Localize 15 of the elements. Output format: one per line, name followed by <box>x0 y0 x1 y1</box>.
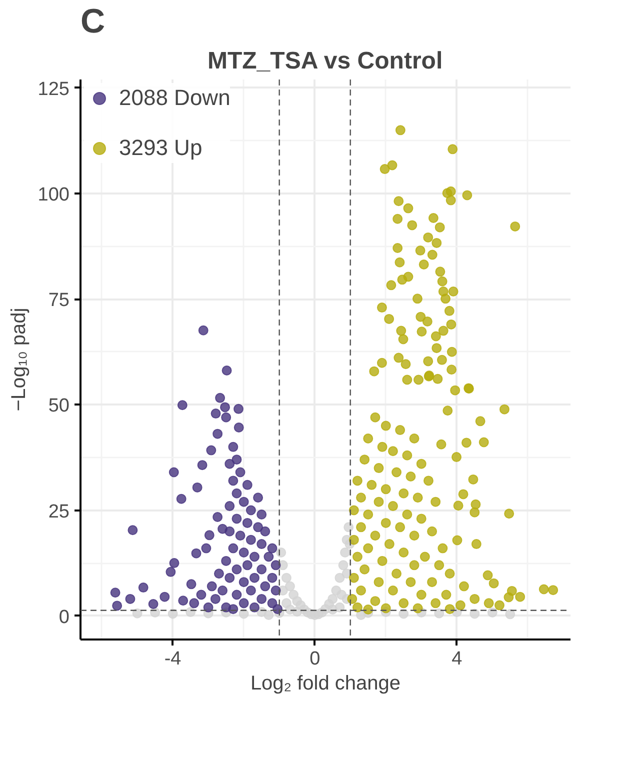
y-tick-label: 50 <box>48 396 70 417</box>
legend-label: 2088 Down <box>119 85 230 111</box>
x-tick-label: -4 <box>164 648 182 670</box>
y-tick-label: 0 <box>58 606 70 628</box>
x-tick-label: 0 <box>310 648 320 670</box>
y-tick-label: 75 <box>48 290 70 312</box>
y-tick-label: 100 <box>38 184 70 206</box>
x-axis-title: Log₂ fold change <box>250 672 401 694</box>
text: C <box>80 2 106 40</box>
x-tick-label: 4 <box>452 648 463 670</box>
legend-label: 3293 Up <box>119 135 202 161</box>
y-tick-label: 25 <box>48 501 70 522</box>
y-axis-title: −Log₁₀ padj <box>8 308 30 412</box>
chart-title: MTZ_TSA vs Control <box>208 48 443 74</box>
y-tick-label: 125 <box>38 78 70 100</box>
